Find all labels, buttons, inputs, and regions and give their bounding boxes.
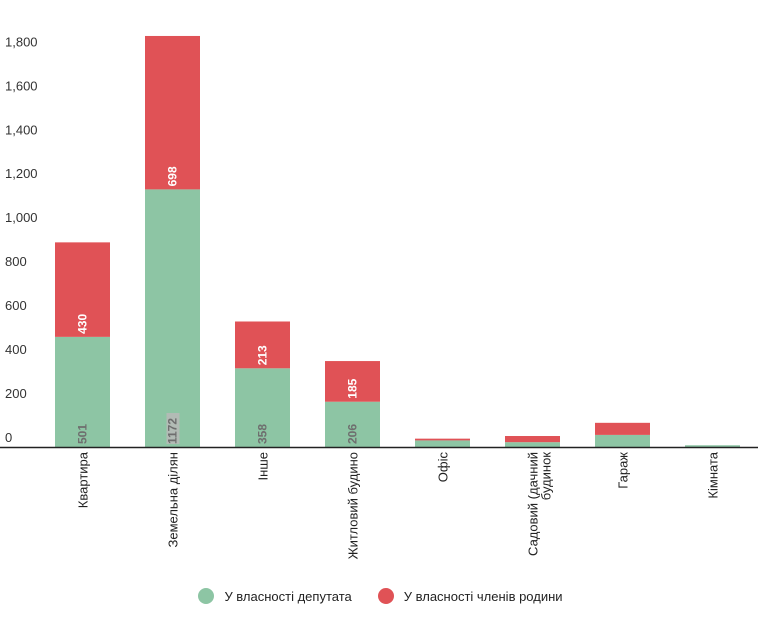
value-label: 213 [256,345,270,365]
bar-deputy[interactable] [325,401,380,447]
y-tick-label: 400 [5,342,27,357]
bar-deputy[interactable] [505,442,560,447]
x-tick-label: будинок [539,452,554,500]
y-tick-label: 1,000 [5,210,38,225]
legend-label-deputy: У власності депутата [224,588,352,604]
legend-dot-deputy [198,588,215,604]
y-tick-label: 1,800 [5,34,38,49]
bar-family[interactable] [145,35,200,190]
x-tick-label: Садовий (дачний [526,452,541,556]
bar-deputy[interactable] [415,440,470,447]
value-label: 1172 [166,418,180,444]
value-label: 430 [76,314,90,334]
value-label-bg [166,413,180,444]
legend-item-deputy[interactable]: У власності депутата [198,588,352,604]
y-tick-label: 1,600 [5,78,38,93]
x-tick-label: Інше [256,452,271,480]
legend-item-family[interactable]: У власності членів родини [377,588,563,604]
bar-family[interactable] [325,361,380,402]
bar-deputy[interactable] [595,434,650,447]
value-label: 698 [166,166,180,186]
bar-family[interactable] [595,422,650,435]
x-tick-label: Офіс [436,452,451,483]
x-tick-label: Земельна ділян [166,452,181,547]
y-tick-label: 600 [5,298,27,313]
value-label: 185 [346,378,360,398]
y-tick-label: 200 [5,386,27,401]
x-tick-label: Гараж [616,452,631,489]
bar-family[interactable] [505,436,560,443]
bar-deputy[interactable] [235,368,290,447]
y-tick-label: 1,200 [5,166,38,181]
x-tick-label: Кімната [706,451,721,498]
bar-deputy[interactable] [55,336,110,447]
legend-label-family: У власності членів родини [403,588,563,604]
legend-dot-family [377,588,394,604]
bar-family[interactable] [235,321,290,369]
value-label: 206 [346,424,360,444]
bar-chart: 0 200 400 600 800 1,000 1,200 1,400 1,600 1,800 50… [0,34,758,559]
x-tick-label: Житловий будино [346,452,361,559]
y-tick-label: 1,400 [5,122,38,137]
y-tick-label: 800 [5,254,27,269]
bar-deputy[interactable] [685,445,740,447]
y-tick-label: 0 [5,430,12,445]
bar-family[interactable] [415,438,470,441]
bar-deputy[interactable] [145,189,200,447]
x-tick-label: Квартира [76,451,91,508]
value-label: 358 [256,424,270,444]
legend: У власності депутата У власності членів … [0,588,761,604]
value-label: 501 [76,424,90,444]
bar-family[interactable] [55,242,110,337]
